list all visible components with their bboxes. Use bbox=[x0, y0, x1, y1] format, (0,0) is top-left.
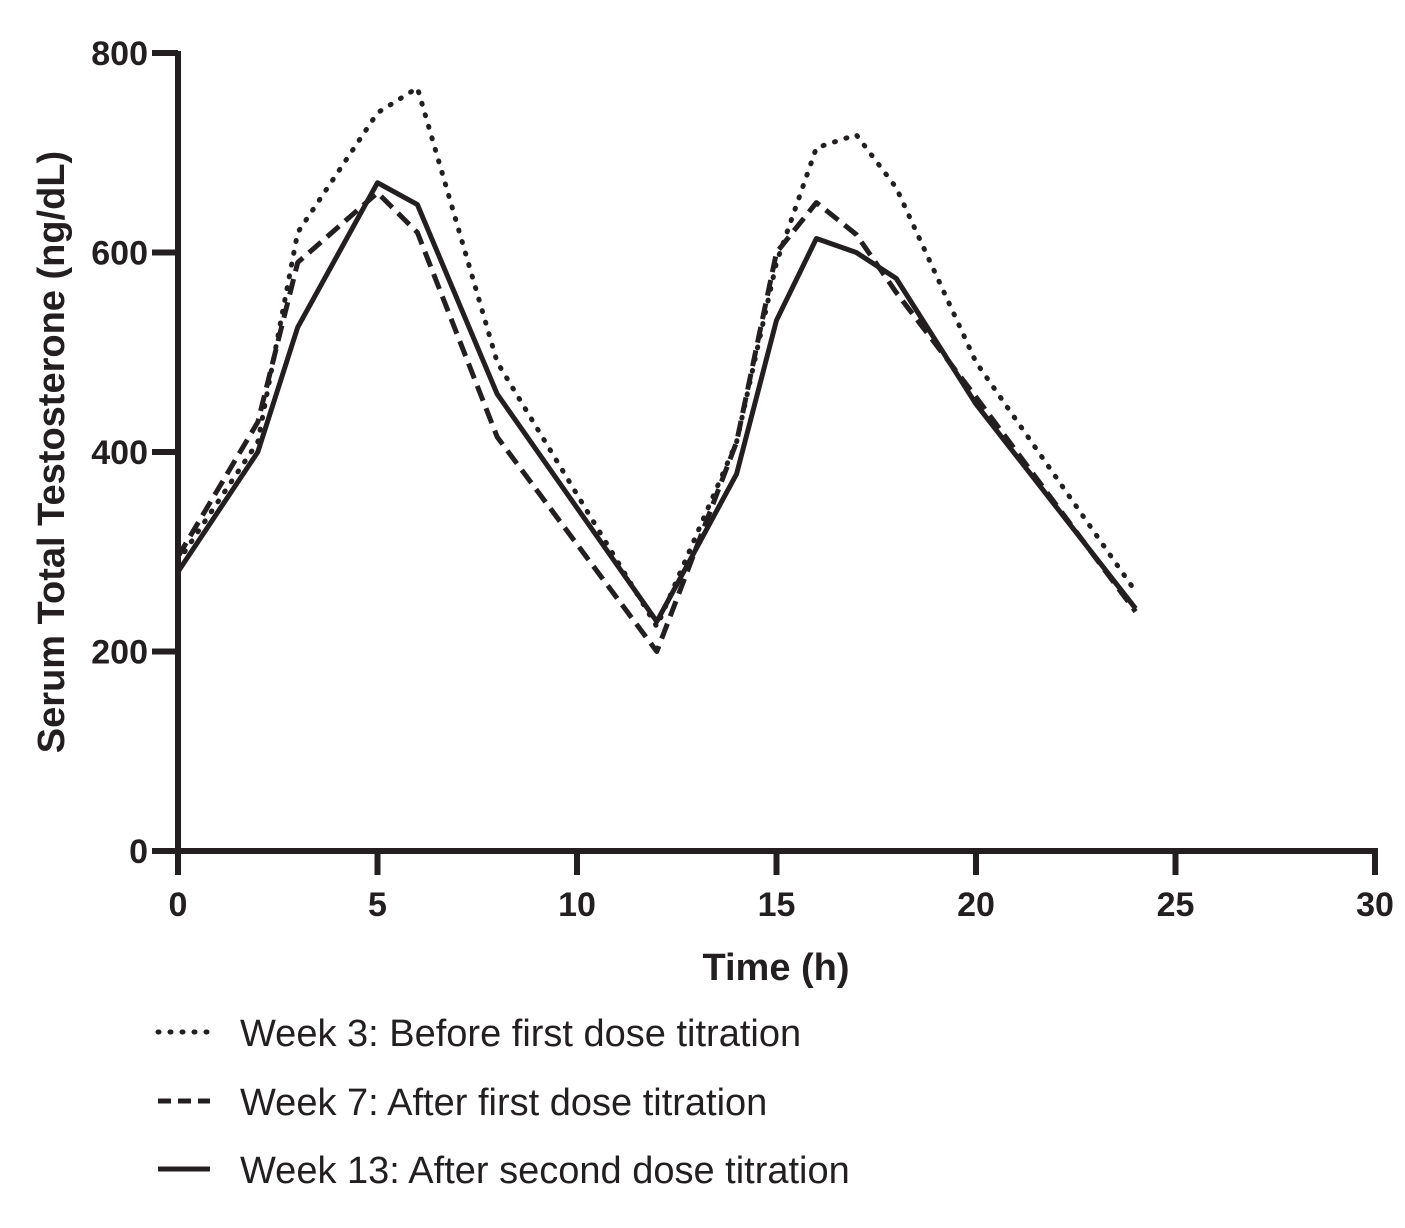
tick-labels: 0 200 400 600 800 0 5 10 15 20 25 30 bbox=[91, 35, 1394, 924]
legend-label-week13: Week 13: After second dose titration bbox=[240, 1150, 850, 1192]
x-tick-label: 0 bbox=[169, 886, 188, 924]
x-tick-label: 30 bbox=[1356, 886, 1394, 924]
series-line-solid bbox=[175, 180, 1138, 625]
y-tick-label: 0 bbox=[129, 833, 148, 871]
y-tick-label: 600 bbox=[91, 235, 148, 273]
x-tick-label: 10 bbox=[558, 886, 596, 924]
x-tick-label: 20 bbox=[957, 886, 995, 924]
y-tick-label: 200 bbox=[91, 634, 148, 672]
x-tick-label: 5 bbox=[368, 886, 387, 924]
series-line-dotted bbox=[175, 85, 1139, 630]
x-tick-label: 15 bbox=[758, 886, 796, 924]
y-axis-title: Serum Total Testosterone (ng/dL) bbox=[31, 151, 73, 753]
axes bbox=[152, 50, 1378, 875]
y-tick-label: 800 bbox=[91, 35, 148, 73]
y-tick-label: 400 bbox=[91, 434, 148, 472]
legend-label-week7: Week 7: After first dose titration bbox=[240, 1082, 767, 1124]
x-axis-title: Time (h) bbox=[702, 947, 849, 989]
x-tick-label: 25 bbox=[1157, 886, 1195, 924]
legend: Week 3: Before first dose titration Week… bbox=[155, 1013, 850, 1192]
plot-lines bbox=[175, 85, 1139, 654]
legend-label-week3: Week 3: Before first dose titration bbox=[240, 1013, 801, 1055]
